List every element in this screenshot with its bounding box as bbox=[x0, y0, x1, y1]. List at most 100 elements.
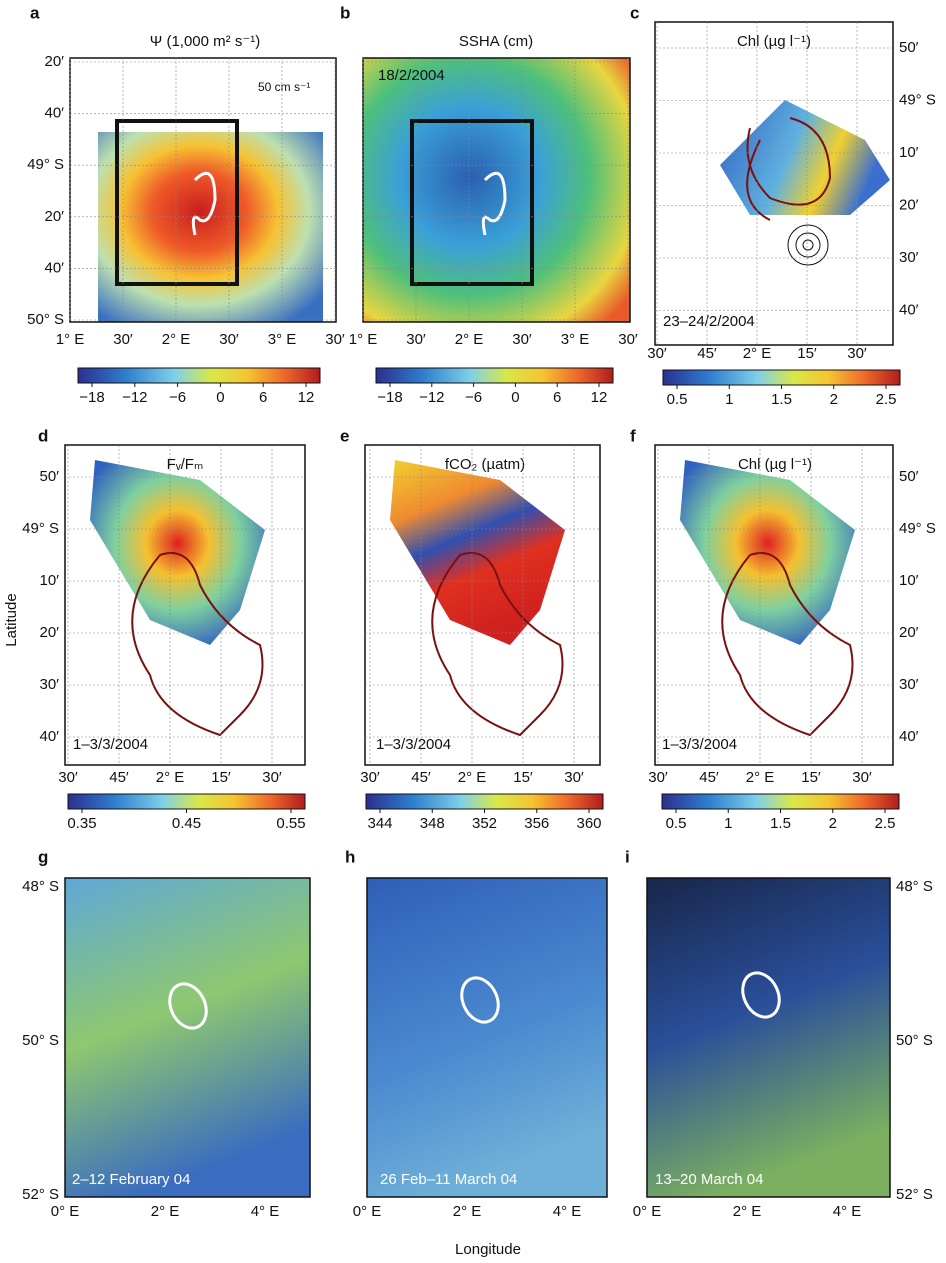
colorbar-label: −18 bbox=[377, 389, 402, 406]
colorbar-label: 12 bbox=[298, 389, 315, 406]
colorbar bbox=[662, 369, 901, 386]
colorbar-label: 0 bbox=[216, 389, 224, 406]
y-tick-label: 49° S bbox=[22, 520, 59, 537]
y-tick-label: 30′ bbox=[899, 249, 919, 266]
y-tick-label: 40′ bbox=[899, 301, 919, 318]
ssha-field bbox=[363, 58, 630, 322]
colorbar-label: 2 bbox=[829, 815, 837, 832]
y-tick-label: 50′ bbox=[899, 39, 919, 56]
colorbar-label: −6 bbox=[465, 389, 482, 406]
x-tick-label: 30′ bbox=[325, 331, 345, 348]
panel-letter: i bbox=[625, 847, 630, 866]
panel-letter: c bbox=[630, 3, 639, 22]
contours bbox=[787, 224, 829, 266]
y-tick-label: 50° S bbox=[27, 311, 64, 328]
colorbar bbox=[67, 793, 306, 810]
y-axis-label: Latitude bbox=[3, 593, 20, 646]
x-tick-label: 30′ bbox=[219, 331, 239, 348]
eddy-outline bbox=[131, 552, 264, 737]
colorbar-label: −12 bbox=[122, 389, 147, 406]
panel-date: 1–3/3/2004 bbox=[73, 736, 148, 753]
eddy-outline bbox=[431, 552, 564, 737]
colorbar bbox=[365, 793, 604, 810]
colorbar-label: 0 bbox=[511, 389, 519, 406]
x-tick-label: 2° E bbox=[733, 1203, 762, 1220]
y-tick-label: 48° S bbox=[22, 878, 59, 895]
colorbar-label: −18 bbox=[79, 389, 104, 406]
eddy-ellipse bbox=[168, 982, 208, 1030]
colorbar-label: 0.5 bbox=[667, 391, 688, 408]
colorbar-label: 0.35 bbox=[67, 815, 96, 832]
satellite-field bbox=[65, 878, 310, 1197]
x-tick-label: 45′ bbox=[109, 769, 129, 786]
colorbar-label: 1 bbox=[724, 815, 732, 832]
colorbar-label: 1.5 bbox=[770, 815, 791, 832]
x-tick-label: 30′ bbox=[512, 331, 532, 348]
x-tick-label: 45′ bbox=[697, 345, 717, 362]
x-tick-label: 2° E bbox=[156, 769, 185, 786]
x-tick-label: 45′ bbox=[411, 769, 431, 786]
colorbar-label: 352 bbox=[472, 815, 497, 832]
colorbar-label: 348 bbox=[420, 815, 445, 832]
y-tick-label: 50° S bbox=[22, 1032, 59, 1049]
x-tick-label: 45′ bbox=[699, 769, 719, 786]
panel-date: 1–3/3/2004 bbox=[662, 736, 737, 753]
x-tick-label: 15′ bbox=[513, 769, 533, 786]
panel-frame bbox=[64, 877, 311, 1198]
y-tick-label: 50′ bbox=[899, 468, 919, 485]
y-tick-label: 50′ bbox=[40, 468, 60, 485]
colorbar bbox=[375, 367, 614, 384]
panel-frame bbox=[64, 444, 306, 766]
x-tick-label: 30′ bbox=[847, 345, 867, 362]
y-tick-label: 49° S bbox=[899, 91, 936, 108]
panel-letter: h bbox=[345, 847, 355, 866]
study-box bbox=[115, 119, 239, 286]
colorbar-label: 2.5 bbox=[875, 815, 896, 832]
panel-title: Fᵥ/Fₘ bbox=[167, 456, 204, 473]
x-tick-label: 1° E bbox=[56, 331, 85, 348]
eddy-ellipse bbox=[741, 971, 781, 1019]
vector-scale: 50 cm s⁻¹ bbox=[258, 80, 310, 94]
y-tick-label: 49° S bbox=[899, 520, 936, 537]
colorbar-label: 0.5 bbox=[666, 815, 687, 832]
y-tick-label: 10′ bbox=[40, 572, 60, 589]
fco2-field bbox=[390, 460, 565, 645]
chl-field bbox=[680, 460, 855, 645]
panel-date: 23–24/2/2004 bbox=[663, 313, 755, 330]
colorbar-label: 360 bbox=[576, 815, 601, 832]
panel-frame bbox=[654, 21, 894, 346]
panel-date: 18/2/2004 bbox=[378, 67, 445, 84]
y-tick-label: 40′ bbox=[40, 728, 60, 745]
x-tick-label: 30′ bbox=[647, 345, 667, 362]
panel-date: 1–3/3/2004 bbox=[376, 736, 451, 753]
y-tick-label: 40′ bbox=[45, 105, 65, 122]
x-tick-label: 30′ bbox=[852, 769, 872, 786]
panel-title: fCO₂ (µatm) bbox=[445, 456, 525, 473]
colorbar bbox=[661, 793, 900, 810]
colorbar-label: −12 bbox=[419, 389, 444, 406]
y-tick-label: 10′ bbox=[899, 144, 919, 161]
y-tick-label: 20′ bbox=[899, 624, 919, 641]
panel-title: Ψ (1,000 m² s⁻¹) bbox=[150, 33, 260, 50]
x-tick-label: 30′ bbox=[406, 331, 426, 348]
x-tick-label: 30′ bbox=[648, 769, 668, 786]
x-tick-label: 15′ bbox=[797, 345, 817, 362]
x-tick-label: 30′ bbox=[618, 331, 638, 348]
x-tick-label: 2° E bbox=[458, 769, 487, 786]
float-track bbox=[191, 171, 217, 236]
y-tick-label: 20′ bbox=[45, 208, 65, 225]
x-tick-label: 4° E bbox=[833, 1203, 862, 1220]
x-tick-label: 0° E bbox=[633, 1203, 662, 1220]
panel-date: 26 Feb–11 March 04 bbox=[380, 1171, 517, 1188]
colorbar-label: 0.55 bbox=[276, 815, 305, 832]
x-tick-label: 0° E bbox=[51, 1203, 80, 1220]
panel-date: 2–12 February 04 bbox=[72, 1171, 190, 1188]
y-tick-label: 10′ bbox=[899, 572, 919, 589]
y-tick-label: 52° S bbox=[896, 1186, 933, 1203]
psi-field bbox=[98, 132, 323, 322]
study-box bbox=[410, 119, 534, 286]
x-tick-label: 4° E bbox=[251, 1203, 280, 1220]
x-tick-label: 2° E bbox=[162, 331, 191, 348]
